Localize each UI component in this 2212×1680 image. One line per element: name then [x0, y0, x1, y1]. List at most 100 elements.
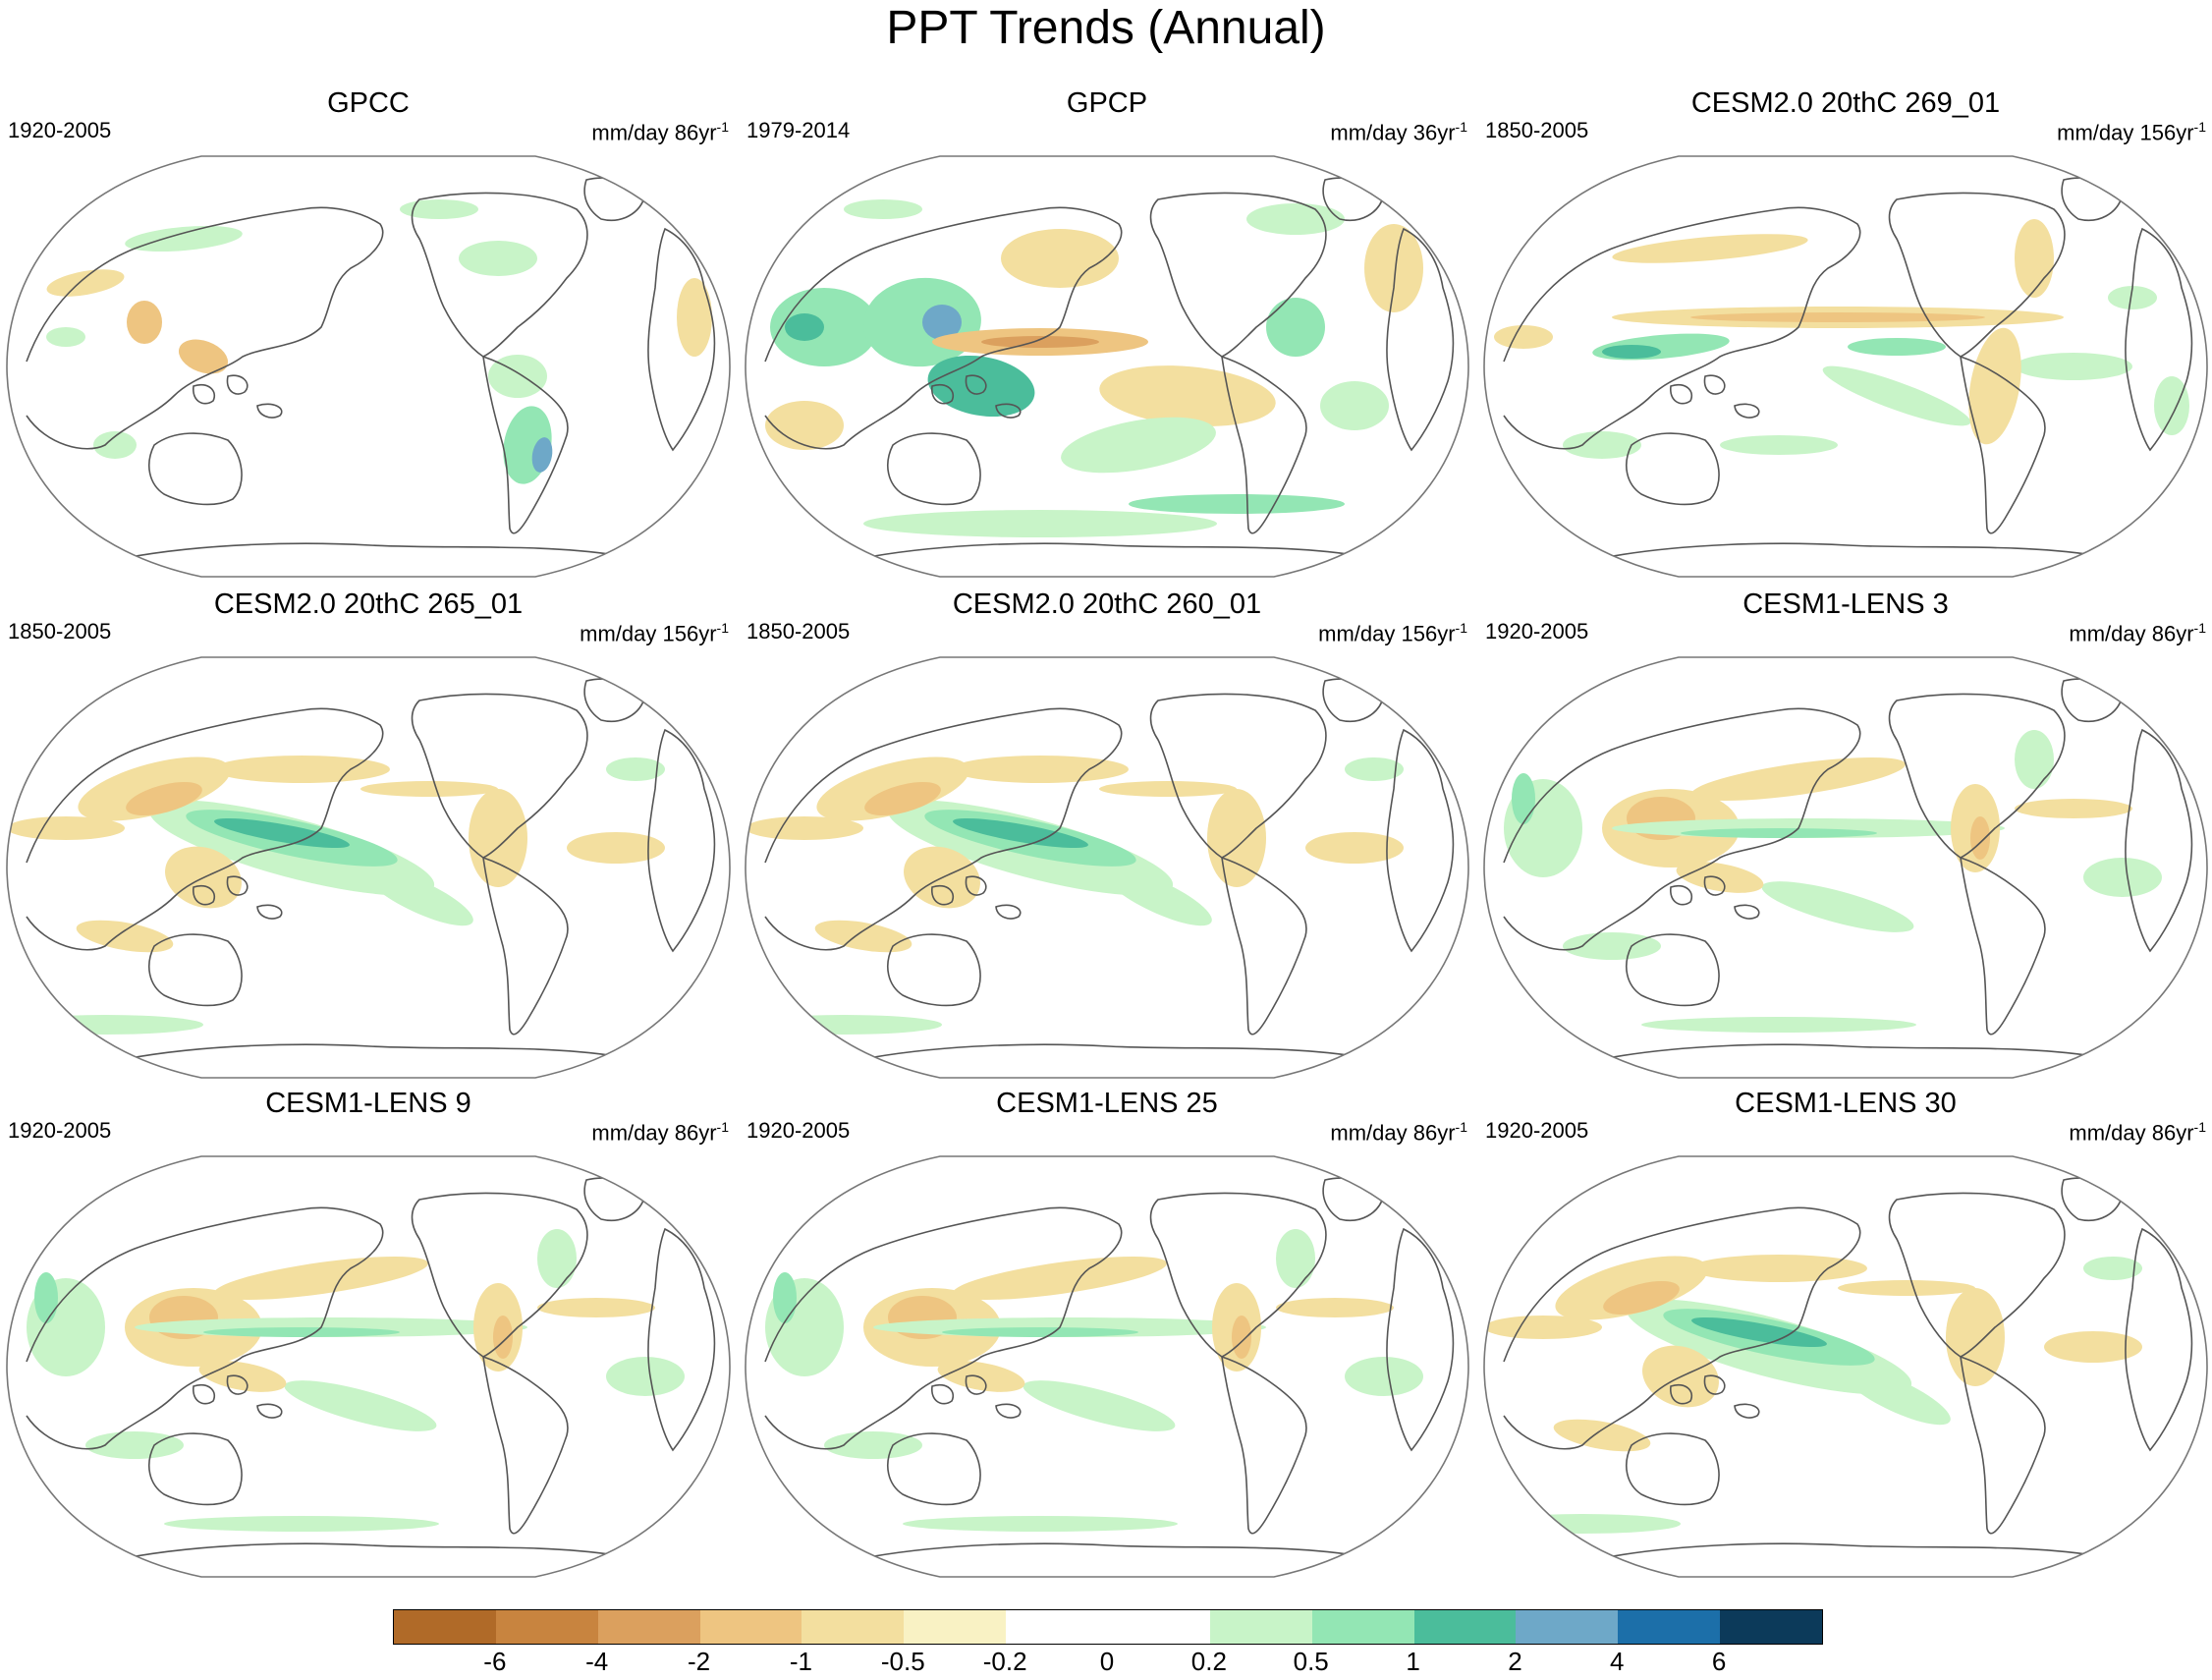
coastline	[256, 1403, 283, 1419]
panel-units-text: mm/day 86yr	[2069, 621, 2194, 646]
trend-contour	[903, 1516, 1178, 1532]
trend-contour	[1822, 365, 1971, 426]
coastline	[2125, 1227, 2193, 1452]
trend-contour	[284, 1380, 437, 1431]
panel-units-exponent: -1	[1455, 620, 1467, 636]
trend-contour	[178, 339, 229, 374]
panel-title: GPCC	[327, 87, 410, 119]
panel-title: GPCP	[1066, 87, 1148, 119]
coastline	[764, 1206, 1123, 1450]
coastline	[256, 904, 283, 920]
trend-contour	[1563, 431, 1641, 459]
panel-units-exponent: -1	[716, 1119, 729, 1135]
trend-contour	[1968, 327, 2021, 445]
colorbar-swatch	[1209, 1610, 1312, 1644]
coastline	[1888, 192, 2066, 358]
trend-contour	[2015, 353, 2132, 380]
trend-contour	[863, 510, 1217, 537]
coastline	[411, 1192, 588, 1358]
trend-contour	[1104, 868, 1212, 926]
world-map	[6, 155, 731, 578]
trend-contour	[365, 868, 473, 926]
trend-contour	[1305, 832, 1404, 864]
coastline	[256, 403, 283, 419]
panel-units: mm/day 86yr-1	[591, 114, 729, 145]
colorbar-tick-label: -0.5	[880, 1647, 925, 1676]
map-panel: CESM2.0 20thC 260_01 1850-2005 mm/day 156y…	[739, 588, 1475, 1089]
trend-contour	[606, 757, 665, 781]
map-frame	[6, 656, 731, 1079]
panel-units-text: mm/day 86yr	[1330, 1120, 1456, 1146]
figure-title: PPT Trends (Annual)	[886, 2, 1326, 54]
trend-contour	[213, 756, 390, 783]
trend-contour	[1001, 229, 1119, 288]
panel-title: CESM2.0 20thC 265_01	[213, 588, 524, 620]
panel-units-exponent: -1	[1455, 1119, 1467, 1135]
trend-contour	[765, 401, 844, 450]
panel-period: 1850-2005	[747, 619, 851, 644]
trend-contour	[1129, 494, 1345, 514]
coastline	[887, 933, 981, 1007]
coastline	[1503, 206, 1861, 450]
world-map	[745, 155, 1469, 578]
coastline	[2125, 728, 2193, 953]
trend-contour	[1602, 345, 1661, 359]
coastline	[887, 1432, 981, 1506]
colorbar-tick-label: -6	[483, 1647, 507, 1676]
trend-contour	[606, 1357, 685, 1396]
trend-contour	[126, 781, 202, 816]
trend-contour	[46, 269, 125, 297]
panel-units: mm/day 86yr-1	[2069, 1114, 2206, 1146]
trend-contour	[2083, 1257, 2142, 1280]
trend-contour	[1061, 417, 1216, 474]
panel-units: mm/day 36yr-1	[1330, 114, 1467, 145]
panel-units-text: mm/day 86yr	[591, 1120, 717, 1146]
coastline	[1626, 1432, 1720, 1506]
trend-contour	[1512, 773, 1535, 824]
colorbar-labels: -6 -4 -2 -1 -0.5 -0.2 0 0.2 0.5 1 2 4 6	[393, 1647, 1821, 1676]
coastline	[482, 355, 569, 534]
coastline	[148, 933, 243, 1007]
panel-period: 1920-2005	[747, 1118, 851, 1143]
trend-contour	[469, 789, 527, 887]
coastline	[1221, 1355, 1307, 1535]
trend-contour	[1099, 781, 1237, 797]
coastline	[1670, 1383, 1692, 1405]
panel-units-text: mm/day 86yr	[591, 120, 717, 145]
map-frame	[745, 155, 1469, 578]
colorbar-swatch	[495, 1610, 598, 1644]
trend-contour	[2015, 730, 2054, 789]
map-panel: CESM1-LENS 9 1920-2005 mm/day 86yr-1	[0, 1087, 737, 1588]
panel-units-exponent: -1	[1455, 119, 1467, 135]
panel-title: CESM2.0 20thC 260_01	[952, 588, 1262, 620]
panel-units-text: mm/day 156yr	[2057, 120, 2194, 145]
world-map	[1483, 1155, 2208, 1578]
trend-contour	[864, 781, 941, 816]
coastline	[1703, 1374, 1726, 1395]
coastline	[148, 432, 243, 506]
colorbar-swatch	[1413, 1610, 1517, 1644]
map-frame	[1483, 656, 2208, 1079]
coastline	[1386, 227, 1455, 452]
trend-contour	[2015, 219, 2054, 298]
coastline	[1626, 933, 1720, 1007]
coastline	[1670, 884, 1692, 906]
trend-contour	[1691, 756, 1906, 802]
panel-units-text: mm/day 156yr	[1318, 621, 1456, 646]
trend-contour	[537, 1298, 655, 1317]
map-panel: GPCP 1979-2014 mm/day 36yr-1	[739, 86, 1475, 588]
map-panel: CESM1-LENS 3 1920-2005 mm/day 86yr-1	[1477, 588, 2212, 1089]
trend-contour	[127, 301, 162, 344]
trend-contour	[93, 431, 137, 459]
trend-contour	[2108, 286, 2157, 309]
trend-contour	[1690, 312, 1985, 322]
coastline	[26, 1206, 384, 1450]
coastline	[647, 728, 716, 953]
trend-contour	[85, 1431, 184, 1459]
coastline	[862, 1542, 1355, 1559]
colorbar-tick-label: -0.2	[982, 1647, 1027, 1676]
trend-contour	[746, 816, 863, 840]
trend-contour	[1207, 789, 1266, 887]
trend-contour	[814, 920, 912, 953]
world-map	[1483, 155, 2208, 578]
